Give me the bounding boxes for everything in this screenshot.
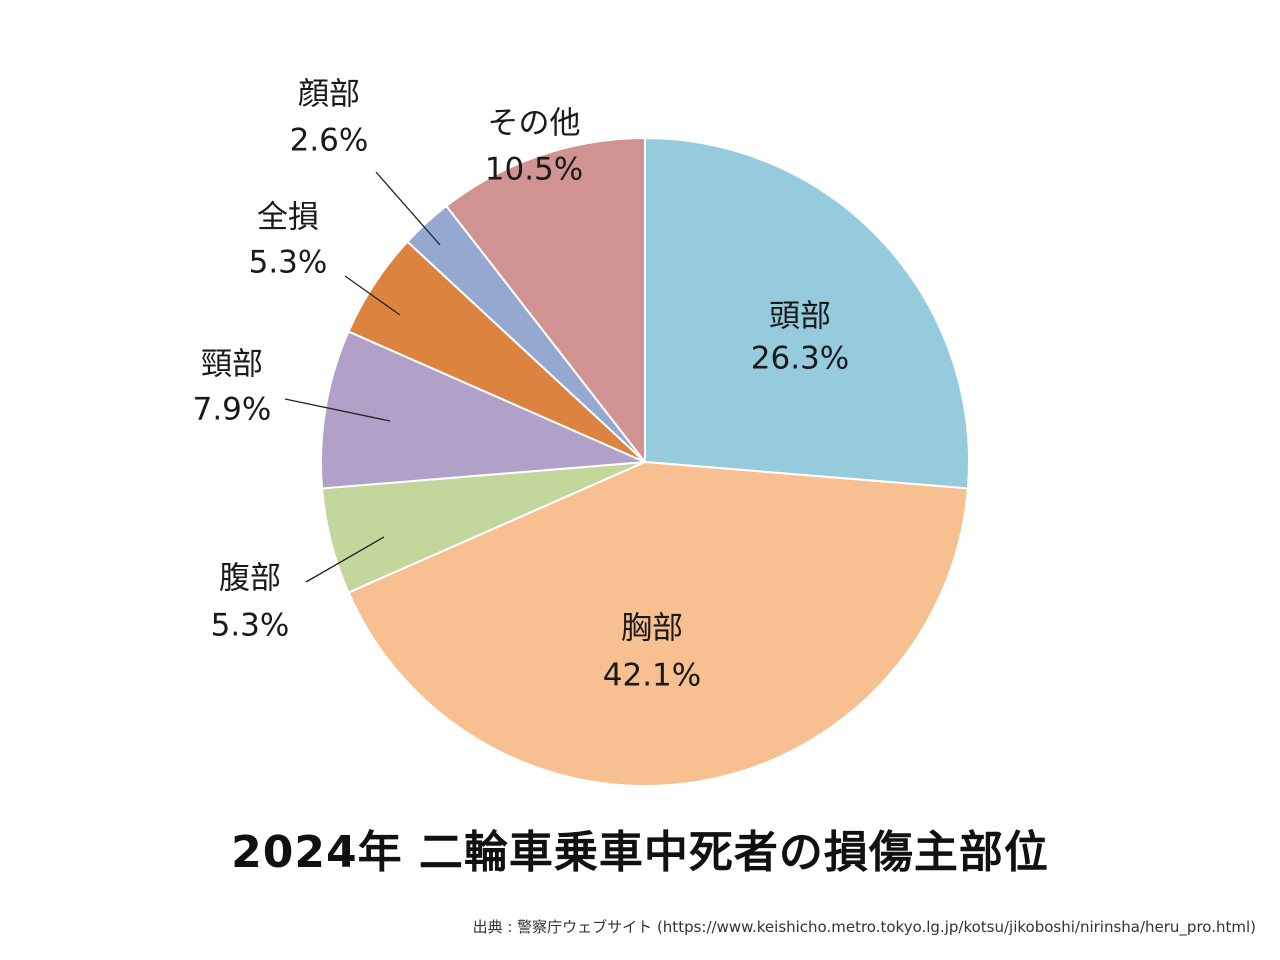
- slice-3-leader-line: [305, 536, 385, 583]
- slice-7-wedge: [445, 137, 646, 463]
- slice-1-percent-label: 26.3%: [751, 341, 849, 377]
- slice-4-wedge: [320, 330, 646, 490]
- slice-labels: 頭部 26.3% 胸部 42.1% 腹部 5.3% 頸部 7.9% 全損 5.3% 顔部 2.6% その…: [193, 77, 850, 694]
- slice-6-percent-label: 2.6%: [290, 123, 369, 159]
- slice-1-category-label: 頭部: [769, 299, 831, 335]
- slice-2-percent-label: 42.1%: [603, 658, 701, 694]
- slice-3-percent-label: 5.3%: [211, 608, 290, 644]
- slice-4-percent-label: 7.9%: [193, 392, 272, 428]
- chart-title: 2024年 二輪車乗車中死者の損傷主部位: [231, 827, 1049, 878]
- source-citation: 出典 : 警察庁ウェブサイト (https://www.keishicho.me…: [472, 918, 1256, 936]
- slice-4-leader-line: [284, 398, 391, 422]
- slice-1-wedge: [644, 137, 970, 490]
- slice-2-category-label: 胸部: [621, 611, 683, 647]
- slice-3-category-label: 腹部: [219, 561, 281, 597]
- slice-7-percent-label: 10.5%: [485, 152, 583, 188]
- slice-4-category-label: 頸部: [201, 347, 263, 383]
- slice-7-category-label: その他: [488, 106, 581, 142]
- leader-lines: [284, 171, 441, 583]
- slice-6-category-label: 顔部: [298, 77, 360, 113]
- slice-5-percent-label: 5.3%: [249, 245, 328, 281]
- pie-slices: [320, 137, 970, 787]
- slice-6-leader-line: [375, 171, 441, 246]
- slice-2-wedge: [347, 461, 969, 787]
- slice-5-leader-line: [344, 275, 401, 316]
- slice-5-category-label: 全損: [257, 200, 319, 236]
